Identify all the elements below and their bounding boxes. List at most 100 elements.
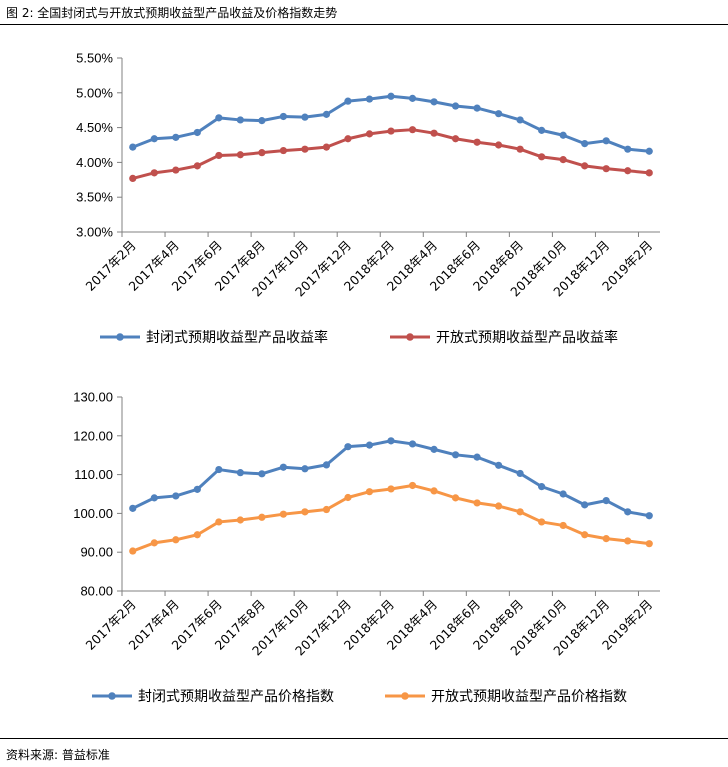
legend-label: 封闭式预期收益型产品价格指数 xyxy=(138,689,334,705)
data-point xyxy=(236,469,244,477)
data-point xyxy=(408,94,417,102)
data-point xyxy=(559,131,567,139)
data-point xyxy=(279,463,287,471)
data-point xyxy=(344,493,352,502)
series-line-1 xyxy=(132,94,650,153)
data-point xyxy=(129,504,137,512)
data-point xyxy=(322,143,331,151)
data-point xyxy=(365,130,374,138)
data-point xyxy=(495,110,503,118)
data-point xyxy=(387,437,395,445)
data-point xyxy=(258,149,266,157)
legend-swatch-marker xyxy=(401,692,409,700)
data-point xyxy=(150,135,158,143)
data-point xyxy=(430,129,438,137)
data-point xyxy=(408,440,417,448)
y-tick-label: 110.00 xyxy=(74,467,113,482)
y-tick-label: 100.00 xyxy=(73,506,113,521)
data-point xyxy=(516,508,524,516)
data-point xyxy=(430,445,438,453)
data-point xyxy=(602,165,610,173)
data-point xyxy=(473,104,481,112)
data-point xyxy=(193,162,201,170)
data-point xyxy=(193,531,201,539)
data-point xyxy=(602,535,610,543)
y-tick-label: 80.00 xyxy=(80,584,113,599)
data-point xyxy=(365,441,374,449)
data-source: 资料来源: 普益标准 xyxy=(6,748,110,762)
data-point xyxy=(538,153,546,161)
data-point xyxy=(451,135,460,143)
data-point xyxy=(451,494,460,502)
data-point xyxy=(150,539,158,547)
data-point xyxy=(602,137,610,145)
series-line-2 xyxy=(132,483,650,553)
data-point xyxy=(473,453,481,461)
data-point xyxy=(495,461,503,469)
data-point xyxy=(150,169,158,177)
data-point xyxy=(172,166,180,174)
data-point xyxy=(387,485,395,493)
data-point xyxy=(236,151,244,159)
data-point xyxy=(301,145,309,153)
data-point xyxy=(279,146,287,155)
data-point xyxy=(172,536,180,544)
data-point xyxy=(408,481,417,490)
yield-chart: 3.00%3.50%4.00%4.50%5.00%5.50%2017年2月201… xyxy=(76,51,660,346)
y-tick-label: 130.00 xyxy=(73,390,113,405)
data-point xyxy=(301,508,309,516)
legend-swatch-marker xyxy=(406,333,414,341)
data-point xyxy=(581,162,589,170)
y-tick-label: 4.50% xyxy=(76,120,113,135)
y-tick-label: 90.00 xyxy=(80,545,113,560)
data-point xyxy=(645,540,653,548)
data-point xyxy=(473,138,481,146)
data-point xyxy=(581,140,589,148)
data-point xyxy=(430,487,438,495)
data-point xyxy=(645,147,653,155)
data-point xyxy=(430,98,438,106)
data-point xyxy=(215,114,223,122)
data-point xyxy=(602,496,610,505)
data-point xyxy=(559,156,567,164)
data-point xyxy=(193,485,201,493)
data-point xyxy=(258,513,266,521)
data-point xyxy=(301,465,309,473)
top-divider xyxy=(0,24,728,25)
data-point xyxy=(129,547,137,555)
data-point xyxy=(387,127,395,135)
data-point xyxy=(559,490,567,498)
data-point xyxy=(236,516,244,524)
data-point xyxy=(215,518,223,526)
data-point xyxy=(624,145,632,153)
data-point xyxy=(365,95,374,103)
data-point xyxy=(322,110,331,118)
data-point xyxy=(451,451,460,459)
legend-swatch-marker xyxy=(116,333,124,341)
data-point xyxy=(172,133,180,141)
figure-title: 图 2: 全国封闭式与开放式预期收益型产品收益及价格指数走势 xyxy=(6,6,338,20)
data-point xyxy=(495,502,503,510)
data-point xyxy=(624,537,632,545)
y-tick-label: 3.00% xyxy=(76,225,113,240)
data-point xyxy=(279,112,287,121)
data-point xyxy=(538,483,546,491)
y-tick-label: 3.50% xyxy=(76,190,113,205)
legend-swatch-marker xyxy=(108,692,116,700)
data-point xyxy=(581,501,589,509)
data-point xyxy=(258,117,266,125)
data-point xyxy=(301,113,309,121)
legend-label: 封闭式预期收益型产品收益率 xyxy=(146,329,328,346)
legend-label: 开放式预期收益型产品收益率 xyxy=(436,329,618,346)
data-point xyxy=(344,135,352,143)
data-point xyxy=(408,126,417,134)
data-point xyxy=(387,92,395,100)
data-point xyxy=(645,512,653,520)
data-point xyxy=(538,126,546,134)
data-point xyxy=(516,116,524,124)
data-point xyxy=(322,461,331,469)
data-point xyxy=(538,518,546,526)
data-point xyxy=(365,488,374,496)
y-tick-label: 5.50% xyxy=(76,51,113,66)
series-line-1 xyxy=(132,439,650,518)
